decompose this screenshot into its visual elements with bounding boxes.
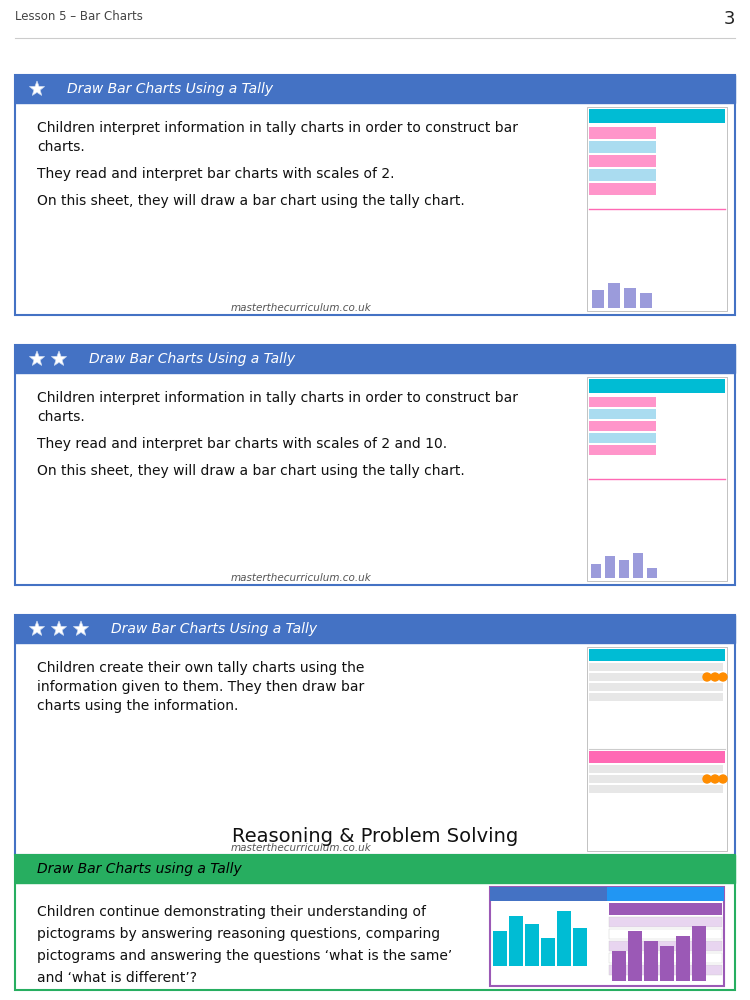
FancyBboxPatch shape	[589, 785, 723, 793]
Circle shape	[711, 673, 719, 681]
Text: Reasoning & Problem Solving: Reasoning & Problem Solving	[232, 827, 518, 846]
Polygon shape	[52, 351, 67, 365]
Text: On this sheet, they will draw a bar chart using the tally chart.: On this sheet, they will draw a bar char…	[37, 464, 465, 478]
FancyBboxPatch shape	[589, 155, 656, 167]
FancyBboxPatch shape	[493, 931, 507, 966]
FancyBboxPatch shape	[647, 568, 657, 578]
Text: masterthecurriculum.co.uk: masterthecurriculum.co.uk	[231, 843, 371, 853]
Text: masterthecurriculum.co.uk: masterthecurriculum.co.uk	[231, 573, 371, 583]
Polygon shape	[29, 621, 44, 635]
Polygon shape	[29, 351, 44, 365]
FancyBboxPatch shape	[619, 560, 629, 578]
FancyBboxPatch shape	[591, 564, 601, 578]
FancyBboxPatch shape	[509, 916, 523, 966]
FancyBboxPatch shape	[15, 855, 735, 883]
FancyBboxPatch shape	[589, 141, 656, 153]
FancyBboxPatch shape	[589, 397, 656, 407]
Text: Draw Bar Charts Using a Tally: Draw Bar Charts Using a Tally	[67, 82, 273, 96]
FancyBboxPatch shape	[15, 345, 735, 373]
Circle shape	[703, 673, 711, 681]
FancyBboxPatch shape	[609, 953, 722, 963]
FancyBboxPatch shape	[609, 917, 722, 927]
FancyBboxPatch shape	[644, 941, 658, 981]
FancyBboxPatch shape	[640, 293, 652, 308]
FancyBboxPatch shape	[490, 887, 724, 901]
FancyBboxPatch shape	[633, 553, 643, 578]
FancyBboxPatch shape	[15, 373, 735, 585]
Polygon shape	[29, 81, 44, 95]
FancyBboxPatch shape	[624, 288, 636, 308]
Text: information given to them. They then draw bar: information given to them. They then dra…	[37, 680, 364, 694]
Text: charts.: charts.	[37, 410, 85, 424]
Circle shape	[703, 775, 711, 783]
Text: Children interpret information in tally charts in order to construct bar: Children interpret information in tally …	[37, 121, 518, 135]
FancyBboxPatch shape	[609, 965, 722, 975]
Text: Children create their own tally charts using the: Children create their own tally charts u…	[37, 661, 364, 675]
FancyBboxPatch shape	[525, 924, 539, 966]
FancyBboxPatch shape	[589, 775, 723, 783]
FancyBboxPatch shape	[589, 765, 723, 773]
FancyBboxPatch shape	[605, 556, 615, 578]
FancyBboxPatch shape	[589, 673, 723, 681]
FancyBboxPatch shape	[628, 931, 642, 981]
FancyBboxPatch shape	[589, 649, 725, 661]
Text: 3: 3	[724, 10, 735, 28]
Circle shape	[711, 775, 719, 783]
FancyBboxPatch shape	[607, 887, 724, 901]
FancyBboxPatch shape	[692, 926, 706, 981]
FancyBboxPatch shape	[15, 75, 735, 103]
Text: They read and interpret bar charts with scales of 2.: They read and interpret bar charts with …	[37, 167, 394, 181]
Polygon shape	[52, 621, 67, 635]
FancyBboxPatch shape	[589, 109, 725, 123]
FancyBboxPatch shape	[541, 938, 555, 966]
Circle shape	[719, 775, 727, 783]
FancyBboxPatch shape	[589, 751, 725, 763]
Text: Lesson 5 – Bar Charts: Lesson 5 – Bar Charts	[15, 10, 142, 23]
FancyBboxPatch shape	[587, 647, 727, 851]
Text: pictograms by answering reasoning questions, comparing: pictograms by answering reasoning questi…	[37, 927, 440, 941]
Text: charts.: charts.	[37, 140, 85, 154]
FancyBboxPatch shape	[573, 928, 587, 966]
FancyBboxPatch shape	[589, 445, 656, 455]
FancyBboxPatch shape	[608, 283, 620, 308]
Text: Draw Bar Charts Using a Tally: Draw Bar Charts Using a Tally	[89, 352, 295, 366]
Text: masterthecurriculum.co.uk: masterthecurriculum.co.uk	[231, 303, 371, 313]
FancyBboxPatch shape	[557, 911, 571, 966]
FancyBboxPatch shape	[589, 183, 656, 195]
FancyBboxPatch shape	[15, 643, 735, 855]
FancyBboxPatch shape	[589, 127, 656, 139]
FancyBboxPatch shape	[15, 615, 735, 643]
Text: charts using the information.: charts using the information.	[37, 699, 238, 713]
Text: Children continue demonstrating their understanding of: Children continue demonstrating their un…	[37, 905, 426, 919]
FancyBboxPatch shape	[589, 663, 723, 671]
FancyBboxPatch shape	[15, 883, 735, 990]
Text: Children interpret information in tally charts in order to construct bar: Children interpret information in tally …	[37, 391, 518, 405]
FancyBboxPatch shape	[589, 693, 723, 701]
FancyBboxPatch shape	[589, 683, 723, 691]
Text: pictograms and answering the questions ‘what is the same’: pictograms and answering the questions ‘…	[37, 949, 452, 963]
FancyBboxPatch shape	[589, 409, 656, 419]
FancyBboxPatch shape	[609, 929, 722, 939]
Text: On this sheet, they will draw a bar chart using the tally chart.: On this sheet, they will draw a bar char…	[37, 194, 465, 208]
FancyBboxPatch shape	[490, 887, 724, 986]
Text: Draw Bar Charts using a Tally: Draw Bar Charts using a Tally	[37, 862, 242, 876]
Polygon shape	[74, 621, 88, 635]
FancyBboxPatch shape	[660, 946, 674, 981]
Text: and ‘what is different’?: and ‘what is different’?	[37, 971, 197, 985]
FancyBboxPatch shape	[592, 290, 604, 308]
Circle shape	[719, 673, 727, 681]
FancyBboxPatch shape	[676, 936, 690, 981]
FancyBboxPatch shape	[587, 377, 727, 581]
Text: Draw Bar Charts Using a Tally: Draw Bar Charts Using a Tally	[111, 622, 317, 636]
Text: They read and interpret bar charts with scales of 2 and 10.: They read and interpret bar charts with …	[37, 437, 447, 451]
FancyBboxPatch shape	[587, 107, 727, 311]
FancyBboxPatch shape	[15, 103, 735, 315]
FancyBboxPatch shape	[609, 941, 722, 951]
FancyBboxPatch shape	[589, 379, 725, 393]
FancyBboxPatch shape	[612, 951, 626, 981]
FancyBboxPatch shape	[609, 903, 722, 915]
FancyBboxPatch shape	[589, 421, 656, 431]
FancyBboxPatch shape	[589, 169, 656, 181]
FancyBboxPatch shape	[589, 433, 656, 443]
